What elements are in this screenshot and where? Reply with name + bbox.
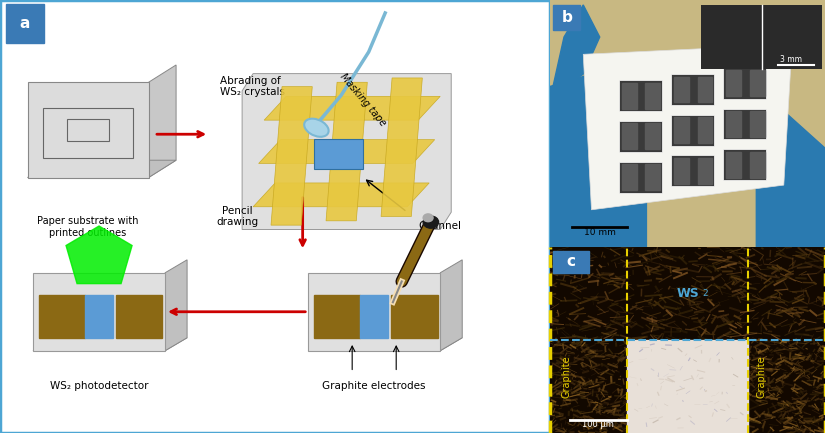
Bar — [674, 77, 689, 103]
Bar — [726, 70, 741, 96]
Bar — [698, 77, 713, 103]
Polygon shape — [33, 338, 187, 351]
Text: Channel: Channel — [418, 221, 461, 231]
Bar — [724, 149, 766, 180]
Polygon shape — [583, 45, 792, 210]
Bar — [619, 121, 662, 152]
Bar — [726, 111, 741, 137]
Bar — [619, 162, 662, 193]
Ellipse shape — [423, 214, 433, 222]
Bar — [645, 164, 660, 190]
Bar — [701, 5, 823, 69]
Bar — [361, 295, 388, 338]
Text: 3 mm: 3 mm — [780, 55, 802, 64]
Bar — [750, 70, 765, 96]
Bar — [6, 4, 44, 43]
Text: Graphite: Graphite — [757, 356, 766, 398]
Polygon shape — [309, 338, 462, 351]
Bar — [309, 273, 441, 351]
Bar — [750, 111, 765, 137]
Text: Abrading of
WS₂ crystals: Abrading of WS₂ crystals — [220, 76, 285, 97]
Text: Pencil
drawing: Pencil drawing — [216, 206, 258, 227]
Bar — [85, 295, 113, 338]
Polygon shape — [550, 5, 600, 99]
Bar — [674, 117, 689, 143]
Polygon shape — [27, 82, 148, 178]
Polygon shape — [242, 74, 451, 229]
Text: 2: 2 — [703, 289, 709, 298]
Bar — [39, 295, 85, 338]
Bar — [314, 295, 360, 338]
Bar — [619, 80, 662, 111]
Polygon shape — [27, 160, 176, 178]
Bar — [622, 83, 637, 109]
Bar — [116, 295, 163, 338]
Bar — [645, 83, 660, 109]
Text: Graphite electrodes: Graphite electrodes — [323, 381, 426, 391]
Bar — [726, 152, 741, 178]
Polygon shape — [165, 260, 187, 351]
Ellipse shape — [423, 216, 439, 228]
Polygon shape — [148, 65, 176, 178]
Bar — [553, 251, 589, 273]
Text: 10 mm: 10 mm — [584, 228, 615, 237]
Polygon shape — [271, 87, 313, 225]
Polygon shape — [381, 78, 422, 216]
Text: WS: WS — [676, 287, 699, 300]
Bar — [698, 158, 713, 184]
Polygon shape — [264, 97, 441, 120]
Bar — [627, 340, 748, 433]
Text: Graphite: Graphite — [561, 356, 571, 398]
Polygon shape — [441, 260, 462, 351]
Text: 100 μm: 100 μm — [582, 420, 615, 429]
Text: WS₂ photodetector: WS₂ photodetector — [50, 381, 148, 391]
Bar — [622, 164, 637, 190]
Polygon shape — [326, 82, 367, 221]
Polygon shape — [550, 74, 647, 247]
Bar — [698, 117, 713, 143]
Bar — [622, 123, 637, 149]
Bar — [645, 123, 660, 149]
Polygon shape — [66, 226, 132, 284]
Text: Masking tape: Masking tape — [338, 71, 388, 128]
Bar — [67, 119, 109, 141]
Ellipse shape — [304, 119, 328, 137]
Text: b: b — [561, 10, 573, 25]
Polygon shape — [314, 139, 363, 169]
Bar — [43, 109, 134, 158]
Bar — [724, 68, 766, 99]
Bar — [553, 5, 581, 29]
Bar — [672, 155, 714, 186]
Text: c: c — [567, 254, 575, 269]
Bar — [724, 109, 766, 139]
Polygon shape — [253, 183, 429, 207]
Text: Paper substrate with
printed outlines: Paper substrate with printed outlines — [37, 216, 139, 238]
Polygon shape — [258, 139, 435, 163]
Bar — [750, 152, 765, 178]
Polygon shape — [757, 111, 825, 247]
Bar — [672, 74, 714, 105]
Bar — [674, 158, 689, 184]
Bar — [672, 115, 714, 145]
Bar — [33, 273, 165, 351]
Text: a: a — [20, 16, 30, 31]
Bar — [391, 295, 437, 338]
